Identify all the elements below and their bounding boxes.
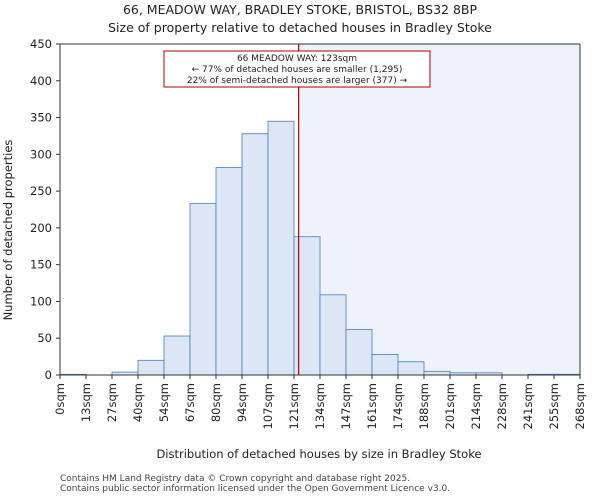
y-tick-label: 400 xyxy=(30,74,52,88)
y-axis-label: Number of detached properties xyxy=(1,140,15,321)
y-tick-label: 0 xyxy=(45,368,52,382)
x-tick-label: 268sqm xyxy=(573,383,587,429)
x-tick-label: 121sqm xyxy=(287,383,301,429)
histogram-bar xyxy=(423,370,451,376)
annotation-line-2: ← 77% of detached houses are smaller (1,… xyxy=(192,65,403,75)
chart-title: 66, MEADOW WAY, BRADLEY STOKE, BRISTOL, … xyxy=(123,2,478,17)
plot-area: 0 50 100 150 200 250 300 350 400 450 0sqm 13sqm 27sq… xyxy=(30,37,587,429)
y-tick-label: 450 xyxy=(30,37,52,51)
x-tick-label: 134sqm xyxy=(313,383,327,429)
y-tick-label: 50 xyxy=(37,331,52,345)
y-tick-label: 350 xyxy=(30,111,52,125)
histogram-bar xyxy=(319,294,347,376)
y-tick-label: 100 xyxy=(30,294,52,308)
x-tick-label: 147sqm xyxy=(339,383,353,429)
histogram-bar xyxy=(137,359,165,376)
x-tick-label: 241sqm xyxy=(521,383,535,429)
x-tick-label: 13sqm xyxy=(79,383,93,422)
x-tick-label: 40sqm xyxy=(131,383,145,422)
annotation-box xyxy=(163,50,431,88)
x-tick-label: 54sqm xyxy=(157,383,171,422)
x-tick-label: 161sqm xyxy=(365,383,379,429)
histogram-bar xyxy=(163,335,191,376)
histogram-bar xyxy=(189,203,217,376)
x-tick-label: 0sqm xyxy=(53,383,67,415)
histogram-bar xyxy=(267,120,295,376)
x-tick-label: 214sqm xyxy=(469,383,483,429)
y-tick-label: 200 xyxy=(30,221,52,235)
histogram-bar xyxy=(293,236,321,376)
x-tick-label: 188sqm xyxy=(417,383,431,429)
footer-licence: Contains public sector information licen… xyxy=(60,484,451,494)
y-tick-label: 150 xyxy=(30,258,52,272)
x-axis-label: Distribution of detached houses by size … xyxy=(156,447,481,461)
x-tick-label: 80sqm xyxy=(209,383,223,422)
x-tick-label: 174sqm xyxy=(391,383,405,429)
x-tick-label: 27sqm xyxy=(105,383,119,422)
x-tick-label: 201sqm xyxy=(443,383,457,429)
histogram-bar xyxy=(241,133,269,376)
x-tick-label: 107sqm xyxy=(261,383,275,429)
histogram-bar xyxy=(345,328,373,376)
x-tick-label: 255sqm xyxy=(547,383,561,429)
x-tick-label: 67sqm xyxy=(183,383,197,422)
annotation-line-1: 66 MEADOW WAY: 123sqm xyxy=(237,54,357,64)
y-tick-label: 300 xyxy=(30,147,52,161)
x-tick-label: 228sqm xyxy=(495,383,509,429)
histogram-bar xyxy=(397,361,425,376)
y-tick-label: 250 xyxy=(30,184,52,198)
histogram-bar xyxy=(215,167,243,376)
annotation-line-3: 22% of semi-detached houses are larger (… xyxy=(187,76,408,86)
x-tick-label: 94sqm xyxy=(235,383,249,422)
chart-subtitle: Size of property relative to detached ho… xyxy=(108,20,492,35)
footer-copyright: Contains HM Land Registry data © Crown c… xyxy=(60,474,411,484)
histogram-bar xyxy=(371,354,399,376)
